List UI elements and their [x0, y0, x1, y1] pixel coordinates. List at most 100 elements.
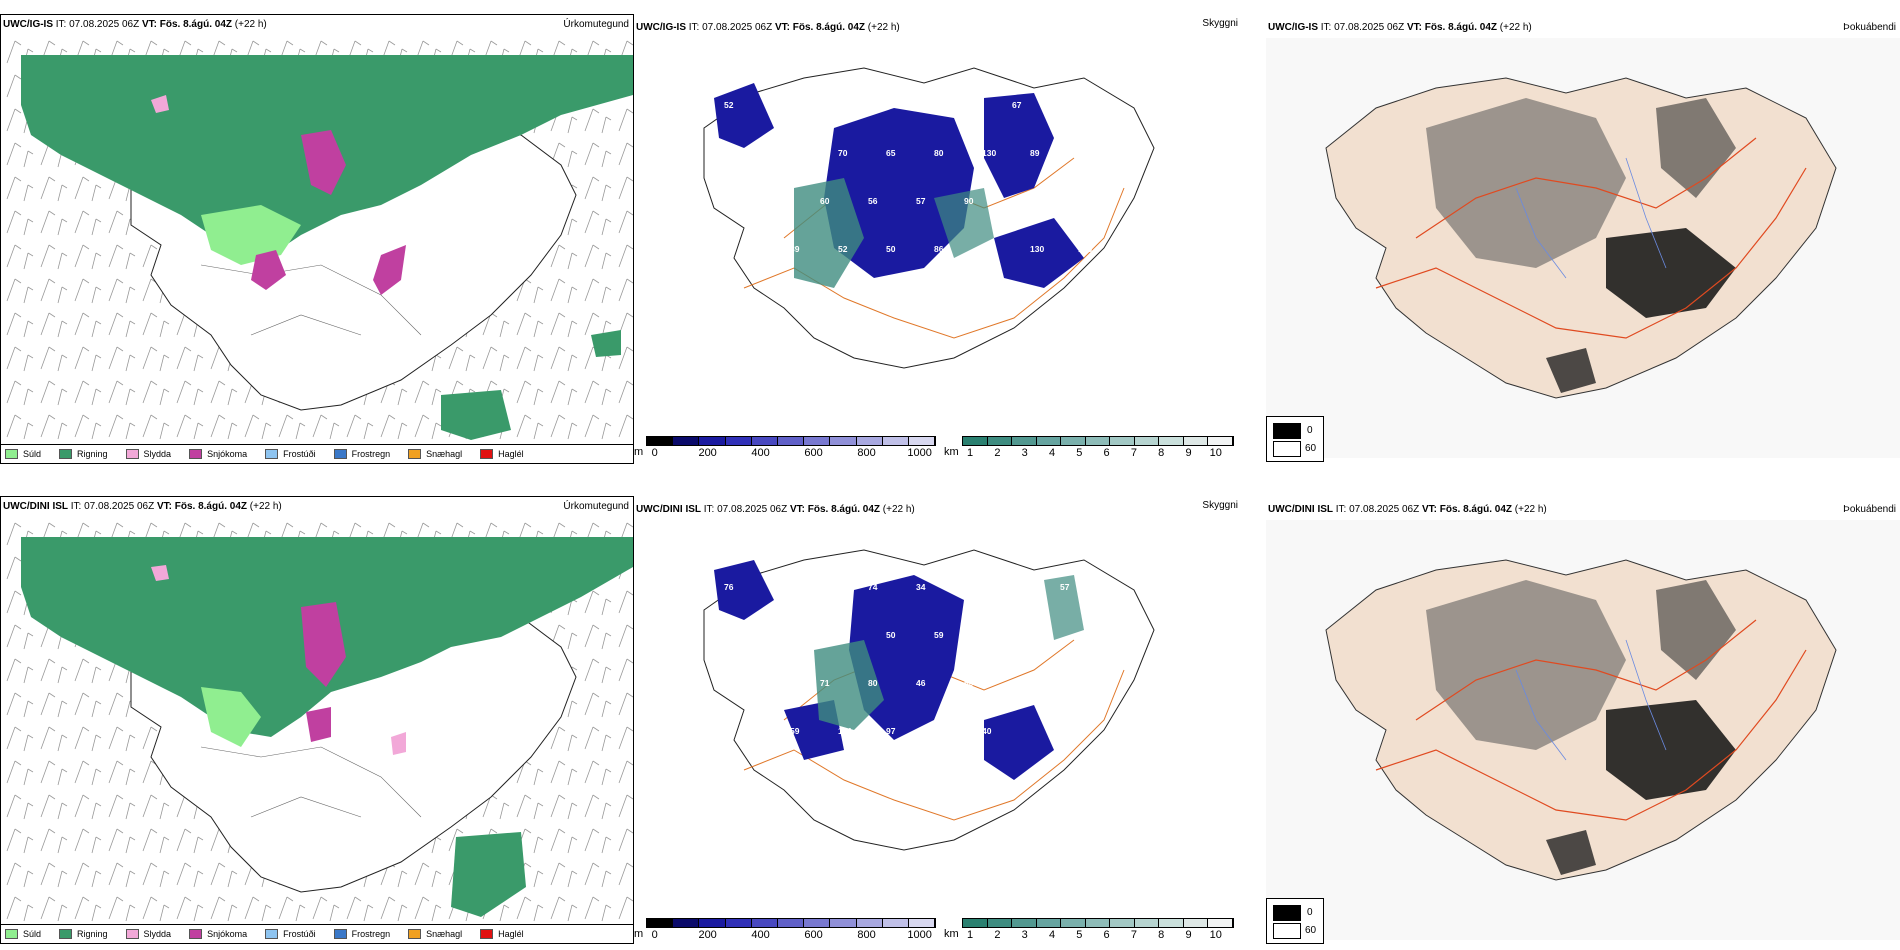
cloudbase-value: 41 [1012, 582, 1022, 592]
cloudbase-value: 56 [868, 196, 878, 206]
fog-max-label: 0 [1307, 907, 1313, 918]
it-value: 07.08.2025 06Z [69, 19, 140, 30]
precip-type-panel-2: UWC/DINI ISL IT: 07.08.2025 06Z VT: Fös.… [0, 496, 634, 944]
legend-label: Súld [23, 929, 42, 939]
colorbar-cell [1134, 437, 1160, 445]
cloudbase-map: 52 55 54 74 73 33 67 59 51 46 70 65 80 130 89 60 74 54 60 5… [703, 67, 1155, 369]
colorbar-tick: 1000 [907, 929, 932, 941]
colorbar-cell [777, 437, 805, 445]
colorbar-cell [1183, 919, 1209, 927]
cloudbase-value: 52 [838, 244, 848, 254]
snow-area [306, 707, 331, 742]
cloudbase-value: 18 [772, 678, 782, 688]
colorbar-tick: 200 [698, 447, 717, 459]
cloudbase-area [714, 83, 774, 148]
colorbar-tick: 2 [994, 447, 1001, 459]
legend-label: Slydda [143, 929, 172, 939]
fog-panel-2: UWC/DINI ISL IT: 07.08.2025 06Z VT: Fös.… [1266, 496, 1900, 946]
fog-area [1546, 830, 1596, 875]
colorbar-unit: m [634, 928, 644, 940]
colorbar-tick: 3 [1021, 447, 1028, 459]
legend-item: Haglél [480, 929, 524, 939]
colorbar-cell [1036, 919, 1062, 927]
it-value: 07.08.2025 06Z [1334, 22, 1405, 33]
fog-max-label: 0 [1307, 425, 1313, 436]
visibility-colorbar: km 1 2 3 4 5 6 7 8 9 10 [944, 436, 1234, 462]
legend-swatch [5, 929, 18, 939]
colorbar-cell [1159, 437, 1184, 445]
legend-swatch [480, 449, 494, 459]
cloudbase-value: 59 [790, 726, 800, 736]
height-colorbar: m 0 200 400 600 800 1000 [634, 436, 936, 462]
cloudbase-value: 74 [868, 582, 878, 592]
legend-label: Frostúði [283, 929, 316, 939]
cloudbase-value: 60 [820, 196, 830, 206]
lead-time: (+22 h) [882, 504, 915, 515]
sleet-area [391, 732, 406, 755]
roads [1375, 619, 1807, 821]
legend-item: Snjókoma [189, 929, 247, 939]
visibility-colorbar: km 1 2 3 4 5 6 7 8 9 10 [944, 918, 1234, 944]
snow-area [301, 602, 346, 687]
it-label: IT: [1335, 504, 1347, 515]
cloudbase-value: 97 [886, 726, 896, 736]
colorbar-cell [1134, 919, 1160, 927]
legend-swatch [59, 929, 73, 939]
legend-swatch [189, 929, 203, 939]
vt-value: Fös. 8.ágú. 04Z [1439, 504, 1512, 515]
colorbar-cell [1159, 919, 1184, 927]
cloudbase-value: 65 [886, 148, 896, 158]
legend-label: Rigning [77, 929, 108, 939]
fog-panel-1: UWC/IG-IS IT: 07.08.2025 06Z VT: Fös. 8.… [1266, 14, 1900, 464]
colorbar-tick: 7 [1130, 929, 1137, 941]
cloudbase-value: 68 [1060, 678, 1070, 688]
cloudbase-value: 128 [1078, 630, 1092, 640]
colorbar-tick: 9 [1185, 929, 1192, 941]
cloudbase-value: 50 [964, 678, 974, 688]
cloudbase-value: 73 [916, 100, 926, 110]
cloudbase-value: 40 [982, 726, 992, 736]
colorbar-cell [830, 437, 857, 445]
height-colorbar: m 0 200 400 600 800 1000 [634, 918, 936, 944]
cloudbase-value: 50 [886, 630, 896, 640]
legend-label: Haglél [498, 929, 524, 939]
cloudbase-value: 54 [838, 630, 848, 640]
legend-label: Rigning [77, 449, 108, 459]
colorbar-tick: 6 [1103, 929, 1110, 941]
cloudbase-value: 54 [772, 196, 782, 206]
vt-label: VT: [156, 501, 172, 512]
legend-label: Frostregn [351, 929, 391, 939]
cloudbase-values: 52 55 54 74 73 33 67 59 51 46 70 65 80 130 89 60 74 54 60 5… [724, 100, 1092, 302]
vt-label: VT: [774, 22, 790, 33]
fog-map [1266, 520, 1900, 940]
colorbar-tick: 4 [1048, 447, 1056, 459]
colorbar-cell [1012, 919, 1037, 927]
visibility-area [934, 188, 994, 258]
colorbar-cell [647, 919, 674, 927]
colorbar-cell [1061, 919, 1086, 927]
legend-label: Slydda [143, 449, 172, 459]
visibility-label: Skyggni [1202, 18, 1238, 29]
snow-area [251, 250, 286, 290]
cloudbase-value: 54 [820, 100, 830, 110]
cloudbase-value: 46 [790, 148, 800, 158]
model-name: UWC/IG-IS [1268, 22, 1318, 33]
rain-patch [591, 330, 621, 357]
colorbar-cell [1061, 437, 1086, 445]
vt-value: Fös. 8.ágú. 04Z [1424, 22, 1497, 33]
fog-min-swatch [1273, 441, 1301, 457]
cloudbase-panel-2: UWC/DINI ISL IT: 07.08.2025 06Z VT: Fös.… [634, 496, 1240, 946]
legend-swatch [5, 449, 18, 459]
legend-swatch [265, 449, 279, 459]
colorbar-unit: km [944, 446, 959, 458]
colorbar-tick: 3 [1021, 929, 1028, 941]
cloudbase-value: 130 [982, 148, 996, 158]
colorbar-cell [1036, 437, 1062, 445]
cloudbase-value: 52 [934, 726, 944, 736]
colorbar-cell [856, 919, 883, 927]
cloudbase-value: 49 [742, 244, 752, 254]
colorbar-tick: 10 [1209, 929, 1222, 941]
cloudbase-value: 120 [868, 292, 882, 302]
colorbar-tick: 5 [1076, 929, 1083, 941]
colorbar-cell [804, 919, 831, 927]
